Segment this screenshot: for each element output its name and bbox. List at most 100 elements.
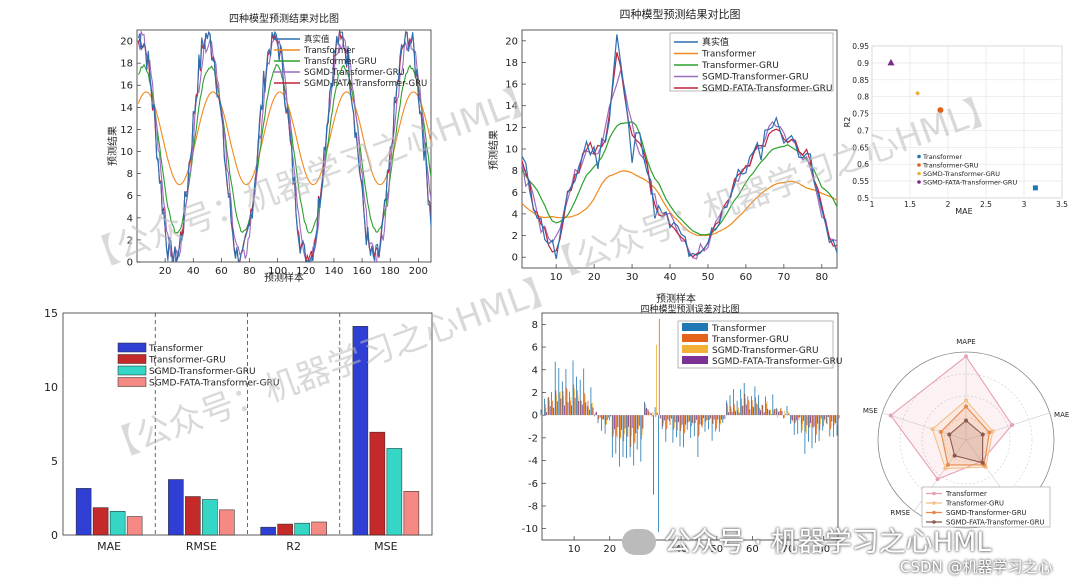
chart3-ytick-label: 0.55 (852, 177, 869, 186)
chart3-legend-label: SGMD-FATA-Transformer-GRU (923, 179, 1017, 187)
chart6-legend-label: SGMD-FATA-Transformer-GRU (946, 519, 1045, 527)
chart2-legend-label: Transformer (701, 50, 756, 60)
chart6-grid-ring (899, 373, 1033, 507)
chart5-legend-swatch (682, 323, 708, 331)
chart2-xtick-label: 10 (550, 272, 563, 283)
chart1-xtick-label: 40 (187, 266, 200, 277)
chart2-xtick-label: 80 (815, 272, 828, 283)
chart2-xtick-label: 40 (664, 272, 677, 283)
chart6-point-3-0 (964, 418, 968, 423)
chart6-point-0-4 (888, 413, 893, 418)
chart6-legend-label: SGMD-Transformer-GRU (946, 509, 1027, 517)
chart4-xtick-label: MSE (374, 540, 397, 553)
chart5-legend-swatch (682, 345, 708, 353)
chart5-ytick-label: 6 (532, 343, 538, 354)
chart1-series-sgmd (137, 30, 431, 262)
chart1-xtick-label: 60 (215, 266, 228, 277)
chart5-ytick-label: 0 (532, 411, 538, 422)
chart2-series-true (522, 34, 837, 260)
chart1-ytick-label: 20 (120, 37, 133, 48)
chart1-title: 四种模型预测结果对比图 (229, 12, 339, 25)
chart4-bar-2-2 (294, 522, 310, 536)
chart6-point-1-0 (964, 398, 968, 403)
chart5-xtick-label: 60 (746, 544, 759, 555)
chart3-xtick-label: 3 (1022, 200, 1027, 209)
chart3-ytick-label: 0.75 (852, 110, 869, 119)
chart5-legend-swatch (682, 356, 708, 364)
chart3-ytick-label: 0.5 (857, 194, 869, 203)
chart6-spoke (882, 412, 967, 441)
chart2-ytick-label: 12 (505, 123, 518, 134)
chart1-ytick-label: 10 (120, 147, 133, 158)
chart4-xtick-label: R2 (286, 540, 301, 553)
chart3-ytick-label: 0.8 (857, 93, 869, 102)
chart6-point-2-1 (987, 430, 992, 435)
chart3-point-1 (937, 107, 944, 114)
chart3-legend-marker (917, 180, 921, 184)
chart1-ylabel: 预测结果 (106, 126, 119, 166)
chart4-bar-3-3 (403, 491, 420, 536)
chart4-bar-2-3 (386, 448, 403, 536)
chart5-ytick-label: 2 (532, 388, 538, 399)
chart4-bar-1-2 (277, 523, 293, 536)
chart6-spoke (965, 412, 1050, 441)
chart1-ytick-label: 12 (120, 125, 133, 136)
chart1-xlabel: 预测样本 (264, 271, 304, 284)
chart6-legend-marker (932, 501, 936, 505)
chart1-xtick-label: 20 (159, 266, 172, 277)
chart2-series-transformer (522, 170, 837, 237)
chart4-legend-label: SGMD-Transformer-GRU (149, 367, 256, 377)
chart3-point-2 (915, 90, 921, 96)
chart6-series-0 (889, 355, 1013, 480)
chart4-bar-0-1 (168, 479, 184, 536)
chart2-series-sgmd (522, 69, 837, 260)
chart6-point-3-4 (947, 432, 952, 437)
chart6-axis-label: MAPE (956, 338, 975, 346)
chart1-ytick-label: 4 (127, 213, 133, 224)
chart3-legend-marker (917, 154, 921, 159)
chart5-xtick-label: 80 (817, 544, 830, 555)
chart4-legend-label: Transformer (148, 344, 203, 354)
chart6-series-3 (948, 419, 984, 464)
chart6-point-1-1 (990, 429, 995, 434)
chart6-point-2-0 (964, 404, 968, 409)
chart6-grid-ring (921, 395, 1011, 485)
watermark-bottom-text: 公众号 · 机器学习之心HML (664, 527, 992, 558)
chart4-bar-1-0 (92, 507, 109, 536)
chart1-ytick-label: 6 (127, 191, 133, 202)
chart2-xtick-label: 30 (626, 272, 639, 283)
chart2-ytick-label: 16 (505, 80, 518, 91)
chart1-xtick-label: 140 (324, 266, 343, 277)
chart2-xtick-label: 60 (740, 272, 753, 283)
chart3-legend-marker (917, 163, 921, 167)
chart6-point-0-1 (1010, 423, 1015, 428)
chart2-ytick-label: 6 (512, 188, 518, 199)
chart5-xtick-label: 20 (603, 544, 616, 555)
chart6-series-1 (931, 399, 994, 470)
chart2-ytick-label: 10 (505, 145, 518, 156)
chart4-legend-label: Transformer-GRU (148, 356, 226, 366)
chart1-ytick-label: 0 (127, 258, 133, 269)
chart4-legend-swatch (117, 377, 147, 387)
chart2-legend-label: SGMD-Transformer-GRU (702, 73, 809, 83)
chart6-point-2-4 (938, 429, 943, 434)
chart5-legend-swatch (682, 334, 708, 342)
watermark-bottom: 公众号 · 机器学习之心HML (622, 520, 991, 559)
chart1-ytick-label: 18 (120, 59, 133, 70)
chart1-legend-label: SGMD-Transformer-GRU (304, 68, 405, 78)
chart4-ytick-label: 15 (44, 307, 58, 320)
chart4-legend-swatch (117, 354, 147, 364)
chart3-ytick-label: 0.95 (852, 42, 869, 51)
chart4-ytick-label: 5 (51, 455, 58, 468)
chart6-point-0-3 (935, 477, 940, 482)
chart3-xtick-label: 2.5 (980, 200, 992, 209)
chart5-ytick-label: 4 (532, 365, 538, 376)
chart3-legend-label: Transformer (922, 153, 962, 161)
chart3-ytick-label: 0.85 (852, 76, 869, 85)
chart5-xtick-label: 50 (710, 544, 723, 555)
chart4-bar-0-0 (75, 488, 92, 536)
chart1-series-true (137, 30, 431, 262)
chart3-xtick-label: 2 (946, 200, 951, 209)
chart6-point-1-4 (930, 427, 935, 432)
